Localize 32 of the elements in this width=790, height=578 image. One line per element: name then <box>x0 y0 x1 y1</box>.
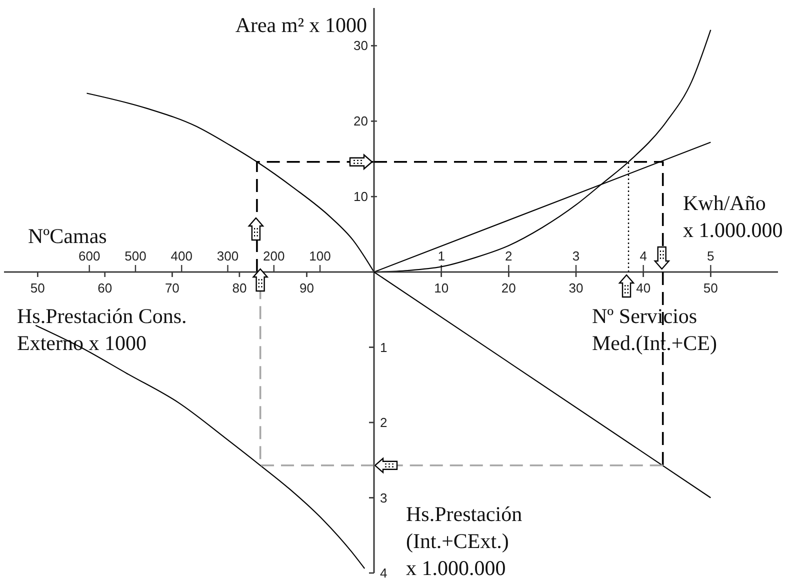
x2-tick-label: 100 <box>309 248 331 264</box>
x-tick-label: 20 <box>501 280 516 296</box>
x-tick-label: 70 <box>164 280 180 296</box>
y-tick-label: 3 <box>380 490 388 506</box>
x2-tick-label: 600 <box>78 248 100 264</box>
x-tick-label: 30 <box>568 280 584 296</box>
x2-tick-label: 4 <box>640 248 647 264</box>
x2-tick-label: 200 <box>263 248 285 264</box>
x2-tick-label: 3 <box>572 248 580 264</box>
x2-tick-label: 5 <box>707 248 714 264</box>
x2-tick-label: 300 <box>216 248 239 264</box>
x-tick-label: 80 <box>232 280 247 296</box>
y-tick-label: 4 <box>380 566 388 578</box>
x2-tick-label: 500 <box>124 248 146 264</box>
y-tick-label: 1 <box>380 340 388 355</box>
x-tick-label: 10 <box>434 280 449 296</box>
y-tick-label: 20 <box>354 114 368 129</box>
x2-tick-label: 1 <box>438 248 445 264</box>
x-tick-label: 50 <box>703 280 718 296</box>
y-tick-label: 30 <box>354 38 368 54</box>
y-axis-title: Area m² x 1000 <box>235 13 367 37</box>
x-tick-label: 90 <box>299 280 314 296</box>
x2-tick-label: 2 <box>505 248 512 264</box>
x2-tick-label: 400 <box>170 248 192 264</box>
y-axis-title: Hs.Prestación (Int.+CExt.) x 1.000.000 <box>406 502 523 578</box>
x-tick-label: 60 <box>98 280 112 296</box>
y-tick-label: 2 <box>380 415 388 430</box>
x2-axis-title: Kwh/Año x 1.000.000 <box>683 191 783 242</box>
x-tick-label: 50 <box>30 280 45 296</box>
x2-axis-title: NºCamas <box>28 224 107 248</box>
x-tick-label: 40 <box>636 280 651 296</box>
y-tick-label: 10 <box>354 189 368 204</box>
